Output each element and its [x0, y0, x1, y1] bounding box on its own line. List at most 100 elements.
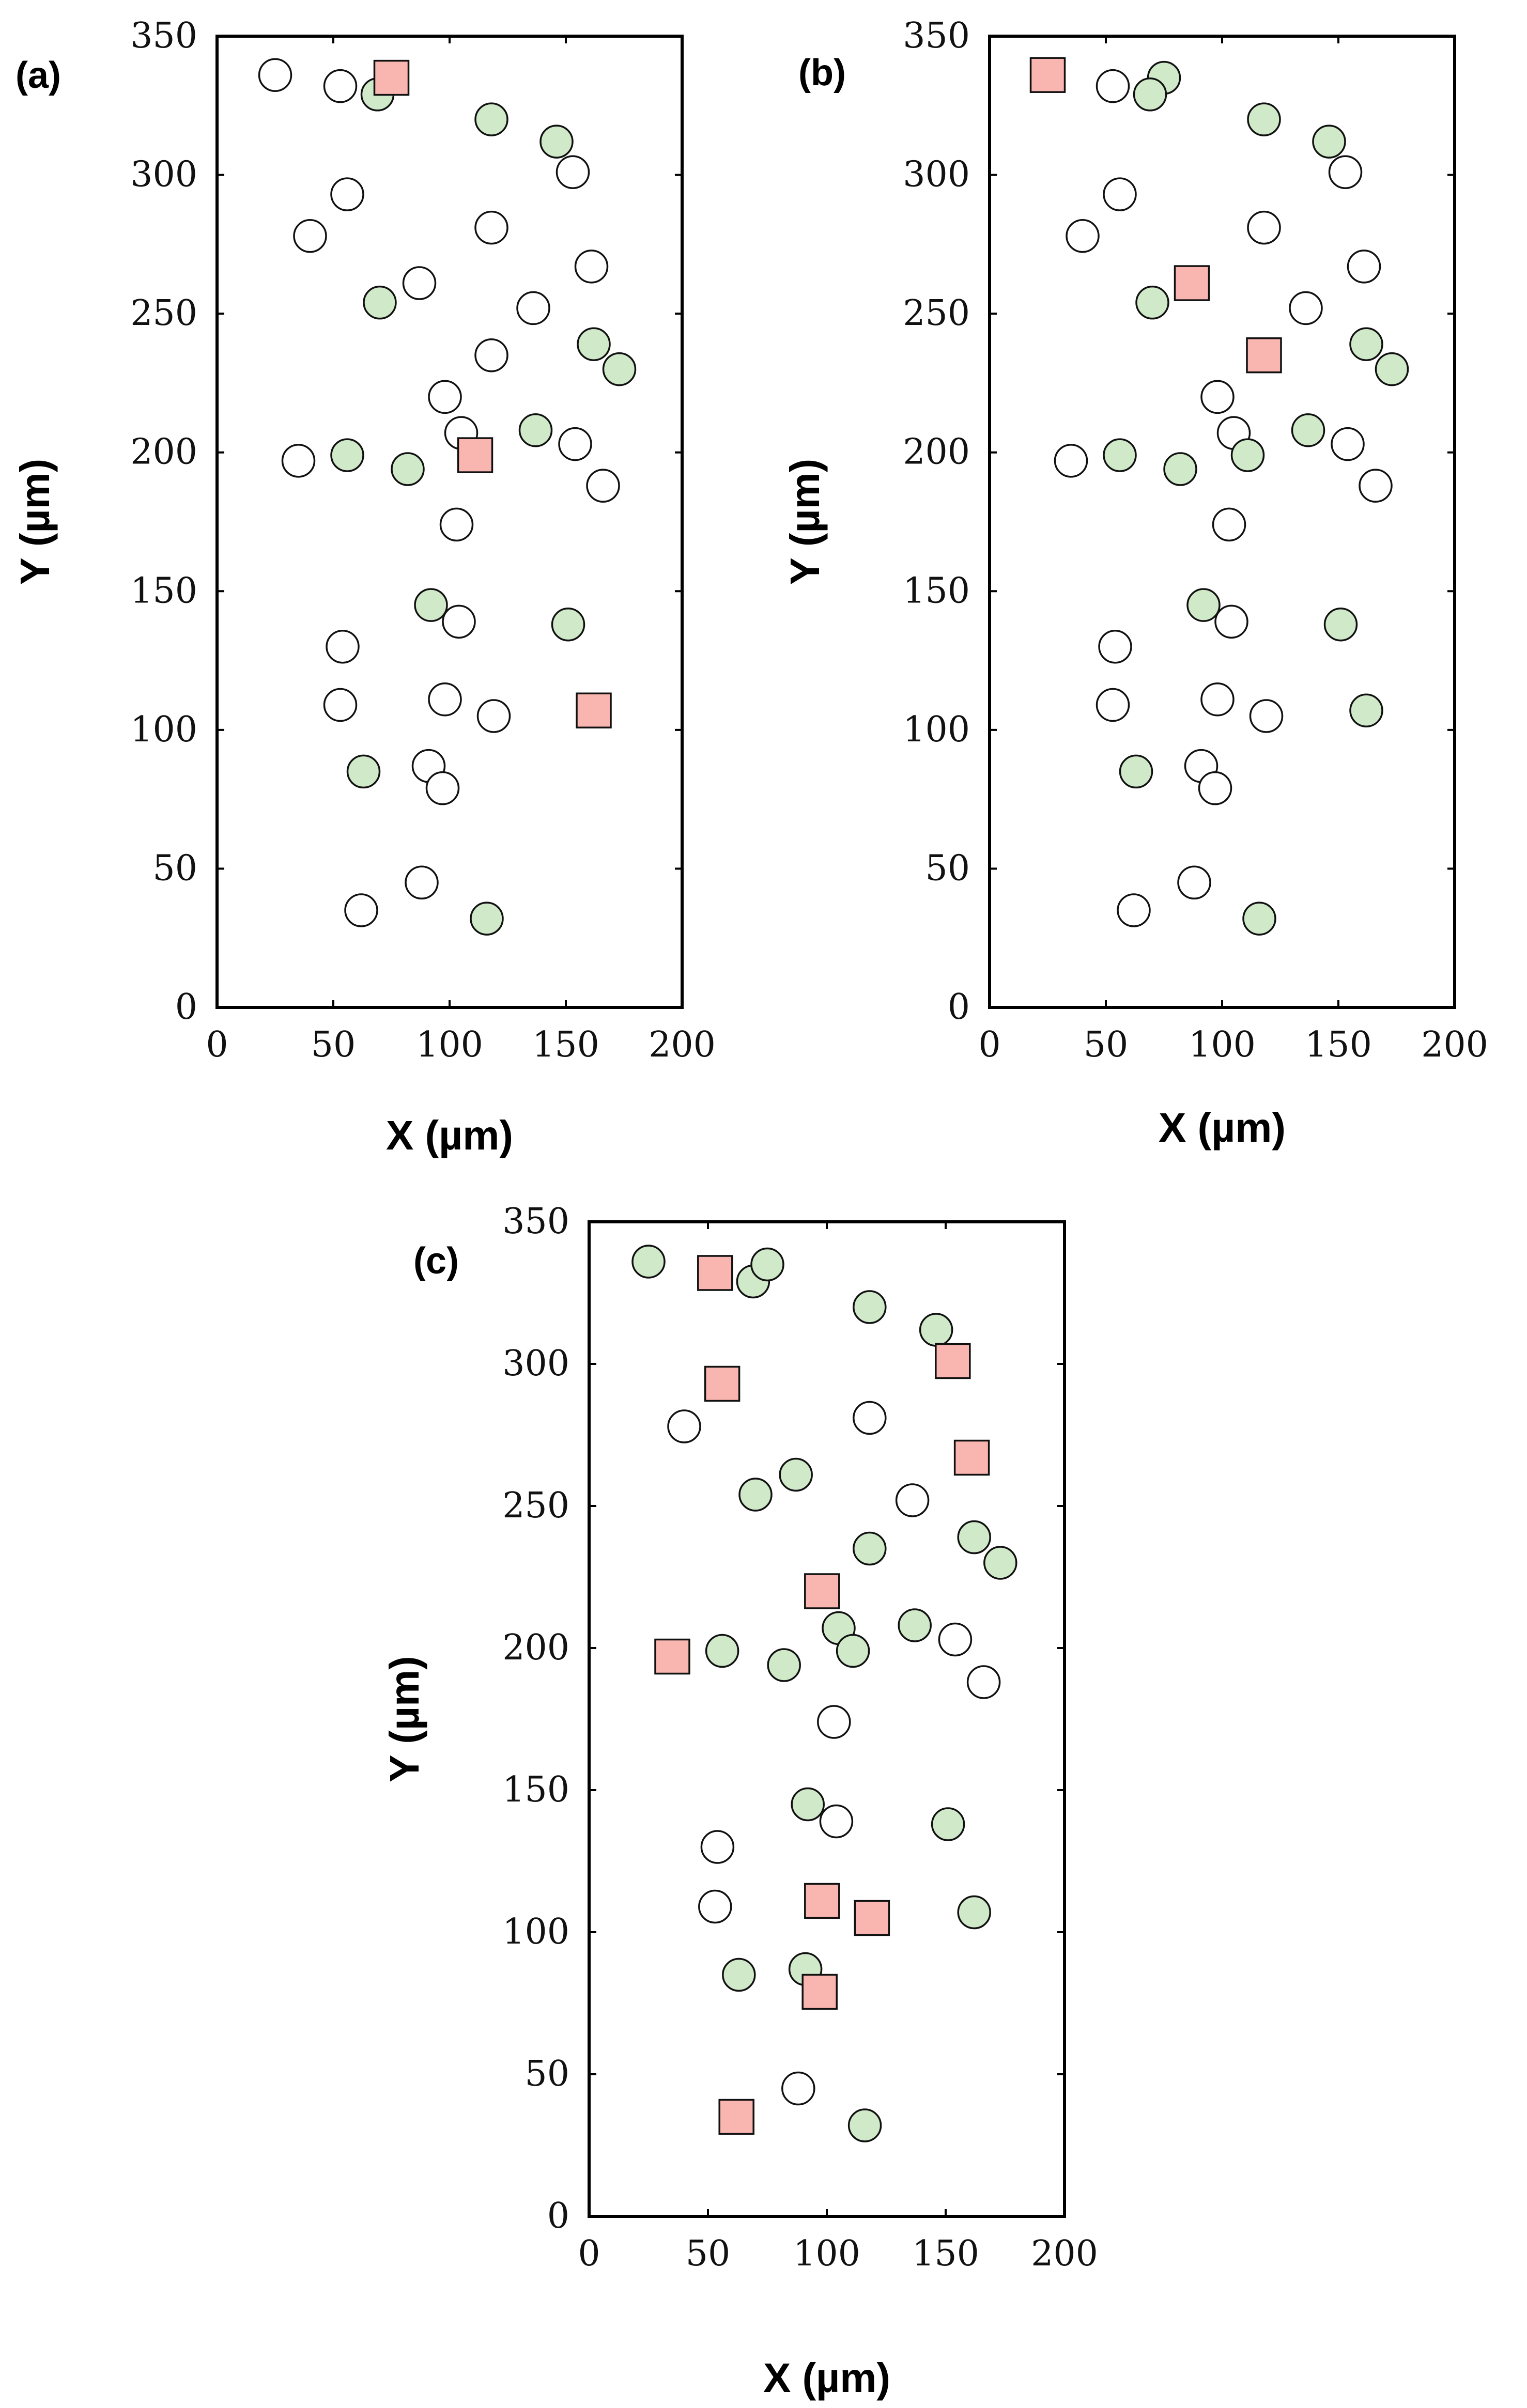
y-tick-label: 200: [502, 1627, 569, 1668]
data-point-green-circle: [1186, 588, 1221, 622]
data-point-green-circle: [750, 1247, 784, 1282]
data-point-white-circle: [558, 427, 592, 461]
data-point-green-circle: [330, 438, 364, 472]
data-point-green-circle: [931, 1807, 965, 1841]
data-point-green-circle: [847, 2108, 882, 2142]
data-point-green-circle: [391, 452, 425, 486]
data-point-red-square: [854, 1900, 890, 1936]
data-point-green-circle: [1133, 77, 1167, 112]
data-point-green-circle: [631, 1245, 666, 1279]
data-point-white-circle: [1103, 177, 1137, 211]
data-point-white-circle: [781, 2071, 815, 2106]
data-point-green-circle: [518, 413, 553, 447]
panel-label: (a): [16, 55, 61, 96]
data-point-green-circle: [1163, 452, 1197, 486]
data-point-green-circle: [346, 754, 381, 789]
y-tick-label: 100: [903, 709, 970, 750]
x-tick-label: 150: [1305, 1024, 1372, 1065]
x-tick-label: 0: [978, 1024, 1000, 1065]
data-point-white-circle: [667, 1409, 701, 1443]
data-point-white-circle: [428, 380, 462, 414]
y-tick-label: 250: [130, 293, 197, 334]
data-point-green-circle: [705, 1634, 739, 1668]
data-point-white-circle: [1066, 219, 1100, 253]
data-point-green-circle: [957, 1520, 991, 1555]
data-point-white-circle: [425, 771, 460, 805]
data-point-green-circle: [919, 1313, 953, 1347]
data-point-white-circle: [1212, 507, 1246, 542]
y-tick-label: 0: [948, 987, 970, 1028]
data-point-red-square: [804, 1573, 840, 1609]
data-point-white-circle: [258, 58, 292, 92]
data-point-white-circle: [574, 250, 609, 284]
y-tick-label: 350: [130, 15, 197, 56]
data-point-green-circle: [602, 352, 637, 386]
y-tick-label: 0: [175, 987, 197, 1028]
data-point-green-circle: [1291, 413, 1325, 447]
y-tick-label: 300: [130, 154, 197, 195]
data-point-white-circle: [474, 338, 508, 372]
data-point-green-circle: [836, 1634, 870, 1668]
data-point-white-circle: [966, 1665, 1001, 1699]
data-point-white-circle: [1328, 155, 1363, 189]
x-tick-label: 50: [686, 2233, 731, 2274]
data-point-white-circle: [293, 219, 327, 253]
data-point-green-circle: [539, 125, 574, 159]
data-point-green-circle: [767, 1648, 801, 1682]
data-point-white-circle: [853, 1401, 887, 1435]
data-point-white-circle: [586, 469, 620, 503]
chart-panel: 0 50 100 150 200 0 50 100 150 200 250 300 350 X (µm) Y…: [782, 15, 1488, 1151]
data-point-green-circle: [957, 1895, 991, 1930]
x-axis-label: X (µm): [386, 1112, 513, 1158]
data-point-green-circle: [1349, 327, 1383, 361]
y-tick-label: 350: [502, 1201, 569, 1242]
y-tick-label: 50: [925, 848, 970, 889]
y-axis-label: Y (µm): [782, 459, 828, 585]
data-point-green-circle: [414, 588, 448, 622]
data-point-green-circle: [1312, 125, 1346, 159]
y-tick-label: 150: [903, 570, 970, 611]
x-tick-label: 0: [206, 1024, 228, 1065]
data-point-red-square: [935, 1343, 971, 1379]
data-point-green-circle: [983, 1546, 1017, 1580]
data-point-white-circle: [1200, 380, 1235, 414]
y-tick-label: 200: [130, 432, 197, 473]
data-point-green-circle: [898, 1608, 932, 1642]
data-point-green-circle: [722, 1958, 756, 1992]
data-point-green-circle: [1119, 754, 1153, 789]
data-point-white-circle: [476, 699, 511, 733]
data-point-red-square: [457, 437, 493, 473]
x-tick-label: 200: [1031, 2233, 1098, 2274]
panel-label: (b): [798, 52, 846, 94]
data-point-red-square: [1029, 57, 1066, 93]
data-point-green-circle: [551, 607, 585, 642]
x-tick-label: 100: [1189, 1024, 1256, 1065]
data-point-red-square: [1246, 337, 1282, 374]
data-point-red-square: [801, 1974, 838, 2010]
data-point-white-circle: [1214, 604, 1248, 639]
data-point-red-square: [718, 2099, 754, 2135]
data-point-white-circle: [1200, 682, 1235, 717]
data-point-red-square: [654, 1638, 690, 1675]
data-point-white-circle: [1247, 210, 1281, 245]
y-tick-label: 0: [547, 2196, 569, 2236]
y-tick-label: 250: [502, 1485, 569, 1526]
data-point-white-circle: [698, 1889, 732, 1924]
data-point-white-circle: [1289, 291, 1323, 325]
x-tick-label: 200: [649, 1024, 716, 1065]
data-point-green-circle: [791, 1787, 825, 1822]
data-point-white-circle: [474, 210, 508, 245]
data-point-green-circle: [1135, 285, 1169, 320]
data-point-green-circle: [1242, 902, 1276, 936]
x-tick-label: 100: [793, 2233, 860, 2274]
data-point-white-circle: [556, 155, 590, 189]
data-point-white-circle: [402, 266, 437, 300]
data-point-white-circle: [895, 1483, 930, 1517]
data-point-white-circle: [1096, 69, 1130, 103]
data-point-white-circle: [817, 1705, 851, 1739]
data-point-white-circle: [1331, 427, 1365, 461]
data-point-red-square: [704, 1365, 741, 1402]
data-point-white-circle: [1096, 688, 1130, 722]
data-point-green-circle: [1103, 438, 1137, 472]
